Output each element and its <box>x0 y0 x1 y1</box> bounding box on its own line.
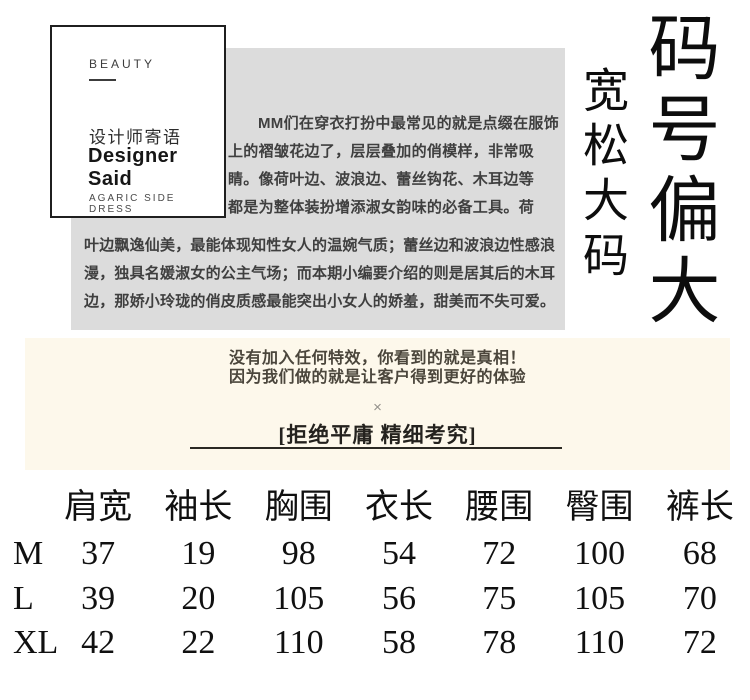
promise-panel: 没有加入任何特效，你看到的就是真相！ 因为我们做的就是让客户得到更好的体验 × … <box>25 338 730 470</box>
size-cell: 110 <box>273 623 324 661</box>
designer-card: BEAUTY 设计师寄语 Designer Said AGARIC SIDE D… <box>50 25 226 218</box>
size-cell: 19 <box>181 534 216 572</box>
intro-line: 边，那娇小玲珑的俏皮质感最能突出小女人的娇羞，甜美而不失可爱。 <box>84 293 556 310</box>
size-chart-header-pants: 裤长 <box>665 489 734 526</box>
size-cell: 42 <box>81 623 116 661</box>
slogan-underline <box>190 447 562 449</box>
size-cell: 105 <box>574 579 626 617</box>
intro-line: 上的褶皱花边了，层层叠加的俏模样，非常吸 <box>228 143 535 160</box>
intro-paragraph-narrow: MM们在穿衣打扮中最常见的就是点缀在服饰 上的褶皱花边了，层层叠加的俏模样，非常… <box>228 110 559 222</box>
promise-line-1: 没有加入任何特效，你看到的就是真相！ <box>228 350 526 367</box>
size-cell: 75 <box>482 579 517 617</box>
size-chart-header-shoulder: 肩宽 <box>64 489 133 526</box>
size-cell: 58 <box>381 623 416 661</box>
size-chart-corner-cell <box>0 486 48 530</box>
size-chart-header-sleeve: 袖长 <box>164 489 233 526</box>
size-cell: 20 <box>181 579 216 617</box>
size-chart-header-waist: 腰围 <box>465 489 534 526</box>
size-chart-header-hip: 臀围 <box>565 489 634 526</box>
size-cell: 68 <box>682 534 717 572</box>
size-chart-table: 肩宽 袖长 胸围 衣长 腰围 臀围 裤长 M 37 19 98 54 72 10… <box>0 486 750 665</box>
size-cell: 56 <box>381 579 416 617</box>
size-cell: 100 <box>574 534 626 572</box>
designer-card-title-en: Designer Said <box>88 145 178 190</box>
intro-line: 叶边飘逸仙美，最能体现知性女人的温婉气质；蕾丝边和波浪边性感浪 <box>84 237 556 254</box>
size-cell: 72 <box>682 623 717 661</box>
eyebrow-dash-divider <box>89 79 116 81</box>
size-cell: 110 <box>574 623 625 661</box>
size-cell: 37 <box>81 534 116 572</box>
size-cell: 72 <box>482 534 517 572</box>
size-cell: 78 <box>482 623 517 661</box>
intro-line: MM们在穿衣打扮中最常见的就是点缀在服饰 <box>258 115 559 132</box>
promise-line-2: 因为我们做的就是让客户得到更好的体验 <box>228 369 526 386</box>
side-text-size-runs-large: 码号偏大 <box>637 10 717 334</box>
size-cell: 54 <box>381 534 416 572</box>
size-chart-header-bust: 胸围 <box>264 489 333 526</box>
intro-line: 漫，独具名媛淑女的公主气场；而本期小编要介绍的则是居其后的木耳 <box>84 265 556 282</box>
size-cell: 70 <box>682 579 717 617</box>
editorial-panel: MM们在穿衣打扮中最常见的就是点缀在服饰 上的褶皱花边了，层层叠加的俏模样，非常… <box>71 48 565 330</box>
slogan-text: [拒绝平庸 精细考究] <box>278 423 477 447</box>
designer-card-title-zh: 设计师寄语 <box>89 128 182 147</box>
size-cell: 98 <box>281 534 316 572</box>
size-row-label: M <box>13 534 44 572</box>
size-cell: 105 <box>273 579 325 617</box>
size-cell: 39 <box>81 579 116 617</box>
intro-line: 都是为整体装扮增添淑女韵味的必备工具。荷 <box>228 199 535 216</box>
side-text-loose-plus-size: 宽松大码 <box>577 66 628 286</box>
intro-paragraph-wide: 叶边飘逸仙美，最能体现知性女人的温婉气质；蕾丝边和波浪边性感浪 漫，独具名媛淑女… <box>84 232 556 316</box>
size-row-label: L <box>13 579 34 617</box>
designer-card-footer: AGARIC SIDE DRESS <box>89 193 176 215</box>
size-row-label: XL <box>13 623 59 661</box>
size-chart-header-length: 衣长 <box>364 489 433 526</box>
designer-card-eyebrow: BEAUTY <box>89 57 156 71</box>
intro-line: 睛。像荷叶边、波浪边、蕾丝钩花、木耳边等 <box>228 171 535 188</box>
multiply-divider-mark: × <box>373 399 382 416</box>
size-cell: 22 <box>181 623 216 661</box>
